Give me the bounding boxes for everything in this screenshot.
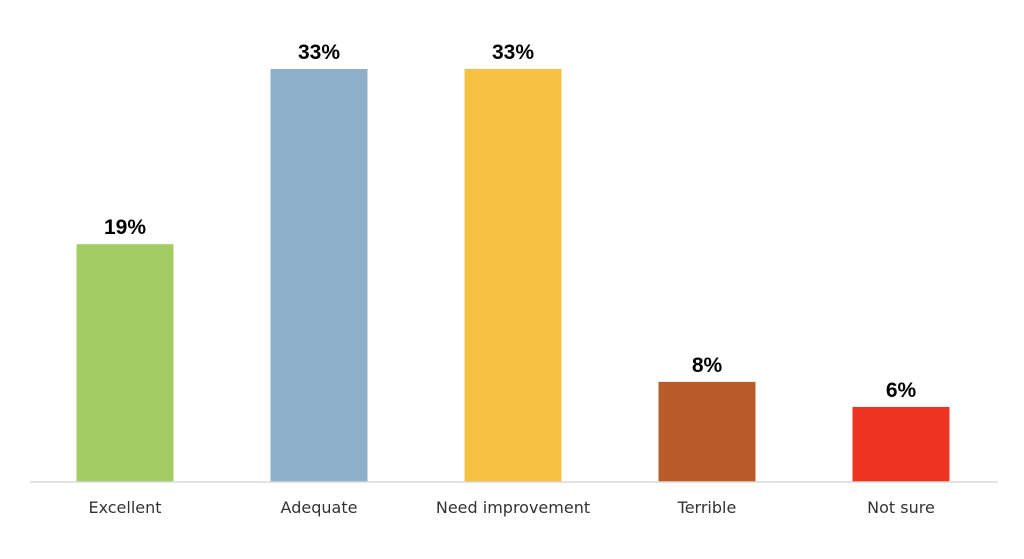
bar-not-sure bbox=[852, 406, 950, 482]
value-label-not-sure: 6% bbox=[886, 379, 917, 402]
bar-terrible bbox=[658, 381, 756, 482]
category-label-terrible: Terrible bbox=[677, 498, 737, 517]
value-label-terrible: 8% bbox=[692, 354, 723, 377]
category-label-need-improvement: Need improvement bbox=[436, 498, 590, 517]
bar-excellent bbox=[76, 244, 174, 482]
value-label-need-improvement: 33% bbox=[492, 41, 534, 64]
category-label-adequate: Adequate bbox=[281, 498, 358, 517]
value-label-excellent: 19% bbox=[104, 216, 146, 239]
value-labels-group: 19% 33% 33% 8% 6% bbox=[104, 41, 917, 402]
bars-group bbox=[76, 69, 950, 482]
value-label-adequate: 33% bbox=[298, 41, 340, 64]
category-label-not-sure: Not sure bbox=[867, 498, 935, 517]
category-label-excellent: Excellent bbox=[88, 498, 161, 517]
bar-need-improvement bbox=[464, 69, 562, 482]
category-labels-group: Excellent Adequate Need improvement Terribl… bbox=[88, 498, 934, 517]
bar-adequate bbox=[270, 69, 368, 482]
